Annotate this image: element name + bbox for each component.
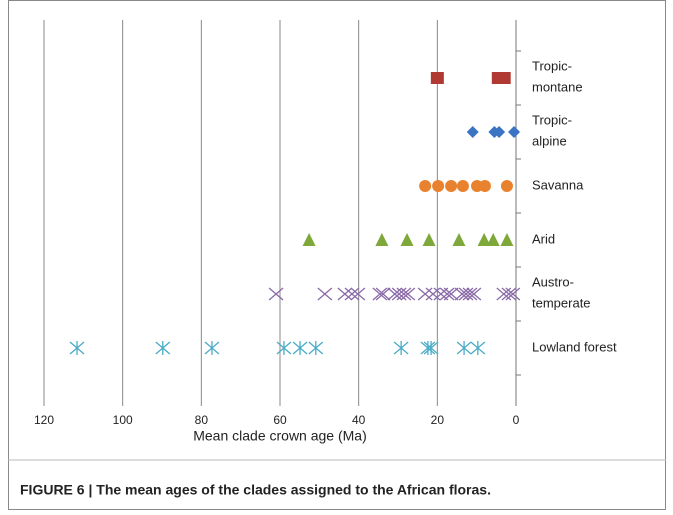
point: [458, 287, 474, 301]
point: [478, 180, 491, 192]
point: [423, 341, 439, 355]
point: [443, 287, 459, 301]
y-category-label: Lowland forest: [532, 339, 617, 354]
y-category-label: Tropic-montane: [532, 59, 583, 95]
point: [477, 233, 491, 246]
point: [456, 180, 469, 192]
point: [497, 72, 511, 84]
point: [486, 233, 500, 246]
point: [155, 341, 171, 355]
point: [317, 287, 333, 301]
point: [454, 287, 470, 301]
point: [344, 287, 360, 301]
point: [462, 287, 478, 301]
point: [452, 233, 466, 246]
y-category-label: Tropic-alpine: [532, 113, 572, 149]
point: [375, 287, 391, 301]
caption: FIGURE 6 | The mean ages of the clades a…: [20, 482, 491, 498]
point: [505, 287, 521, 301]
point: [500, 180, 513, 192]
point: [204, 341, 220, 355]
x-axis-title: Mean clade crown age (Ma): [193, 428, 367, 444]
point: [432, 180, 445, 192]
x-tick-label: 20: [431, 413, 445, 427]
point: [501, 287, 517, 301]
point: [420, 341, 436, 355]
point: [466, 126, 479, 138]
point: [372, 287, 388, 301]
point: [337, 287, 353, 301]
point: [276, 341, 292, 355]
figure-border: [8, 0, 666, 510]
y-category-label: Austro-temperate: [532, 275, 591, 311]
point: [508, 126, 521, 138]
x-tick-label: 120: [34, 413, 54, 427]
point: [308, 341, 324, 355]
point: [268, 287, 284, 301]
point: [417, 287, 433, 301]
x-tick-label: 40: [352, 413, 366, 427]
point: [445, 180, 458, 192]
point: [400, 287, 416, 301]
x-tick-label: 80: [195, 413, 209, 427]
point: [375, 233, 389, 246]
point: [69, 341, 85, 355]
point: [350, 287, 366, 301]
point: [470, 341, 486, 355]
x-tick-label: 60: [273, 413, 287, 427]
point: [400, 233, 414, 246]
x-tick-label: 100: [113, 413, 133, 427]
point: [430, 72, 444, 84]
point: [292, 341, 308, 355]
point: [466, 287, 482, 301]
y-category-label: Arid: [532, 231, 555, 246]
point: [500, 233, 514, 246]
point: [422, 233, 436, 246]
y-category-label: Savanna: [532, 177, 584, 192]
point: [419, 180, 432, 192]
point: [393, 341, 409, 355]
point: [425, 287, 441, 301]
point: [439, 287, 455, 301]
point: [302, 233, 316, 246]
x-tick-label: 0: [513, 413, 520, 427]
point: [493, 126, 506, 138]
point: [456, 341, 472, 355]
point: [396, 287, 412, 301]
